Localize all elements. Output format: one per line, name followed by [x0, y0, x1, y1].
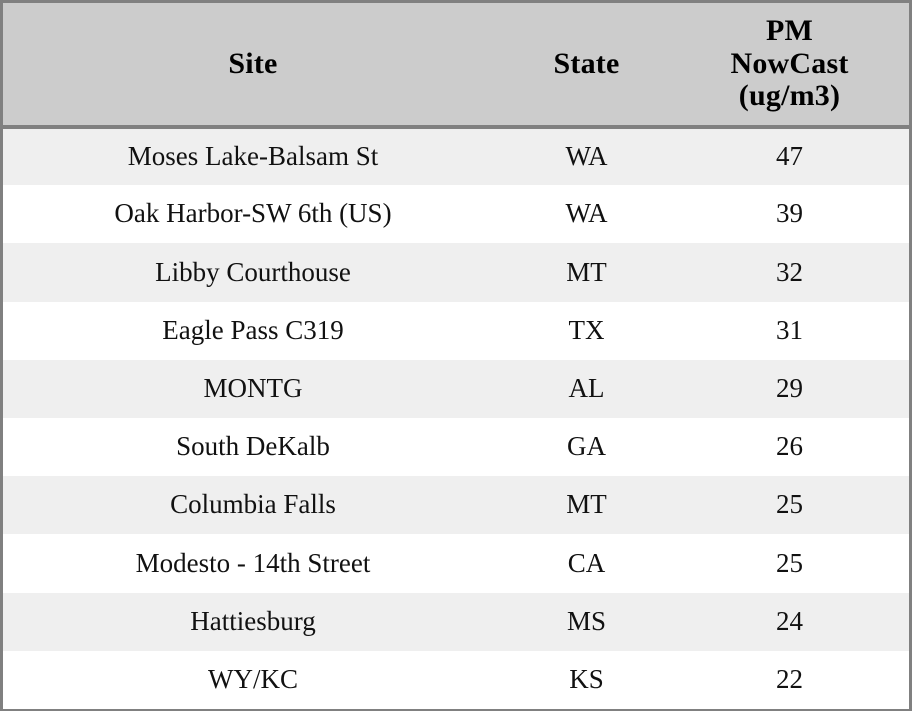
column-header-state: State	[503, 3, 670, 129]
cell-site: MONTG	[203, 373, 303, 403]
cell-state: TX	[568, 314, 605, 345]
column-header-pm-nowcast: PM NowCast (ug/m3)	[670, 3, 909, 129]
cell-state: GA	[567, 431, 606, 462]
cell-site: Eagle Pass C319	[162, 314, 344, 345]
cell-site: Hattiesburg	[190, 605, 316, 636]
cell-site: Moses Lake-Balsam St	[127, 141, 379, 172]
cell-value: 26	[776, 431, 803, 462]
table-row: WY/KC KS 22	[3, 650, 909, 709]
cell-state: AL	[568, 373, 605, 403]
cell-value: 24	[776, 605, 803, 636]
cell-site: WY/KC	[208, 664, 298, 694]
cell-site: Libby Courthouse	[155, 256, 351, 287]
cell-state: MT	[566, 256, 607, 287]
column-header-state-label: State	[553, 46, 620, 80]
cell-state: MT	[566, 489, 607, 520]
cell-value: 39	[776, 198, 803, 229]
table-row: Modesto - 14th Street CA 25	[3, 534, 909, 593]
cell-site: Columbia Falls	[170, 489, 336, 520]
table-row: Oak Harbor-SW 6th (US) WA 39	[3, 185, 909, 244]
column-header-site: Site	[3, 3, 503, 129]
table-row: Moses Lake-Balsam St WA 47	[3, 127, 909, 186]
cell-state: KS	[569, 664, 604, 694]
table-row: Columbia Falls MT 25	[3, 476, 909, 535]
table-row: Eagle Pass C319 TX 31	[3, 301, 909, 360]
cell-site: Modesto - 14th Street	[135, 547, 371, 578]
header-row: Site State PM NowCast (ug/m3)	[3, 3, 909, 129]
cell-value: 47	[776, 141, 803, 172]
cell-value: 25	[776, 489, 803, 520]
cell-value: 31	[776, 314, 803, 345]
cell-value: 22	[776, 664, 803, 694]
table-row: South DeKalb GA 26	[3, 417, 909, 477]
cell-value: 29	[776, 373, 803, 403]
pm-nowcast-table: Site State PM NowCast (ug/m3) Moses Lake…	[3, 3, 909, 709]
table-body: Moses Lake-Balsam St WA 47 Oak Harbor-SW…	[3, 127, 909, 709]
cell-state: MS	[566, 605, 607, 636]
cell-state: WA	[565, 198, 608, 229]
cell-site: South DeKalb	[176, 431, 330, 462]
cell-value: 25	[776, 547, 803, 578]
cell-state: WA	[565, 141, 608, 172]
table-row: Hattiesburg MS 24	[3, 592, 909, 651]
cell-value: 32	[776, 256, 803, 287]
cell-site: Oak Harbor-SW 6th (US)	[114, 198, 392, 229]
table-header: Site State PM NowCast (ug/m3)	[3, 3, 909, 129]
column-header-site-label: Site	[228, 46, 278, 80]
table-row: Libby Courthouse MT 32	[3, 243, 909, 302]
column-header-pm-nowcast-label: PM NowCast (ug/m3)	[730, 14, 849, 113]
table-row: MONTG AL 29	[3, 359, 909, 418]
cell-state: CA	[567, 547, 606, 578]
